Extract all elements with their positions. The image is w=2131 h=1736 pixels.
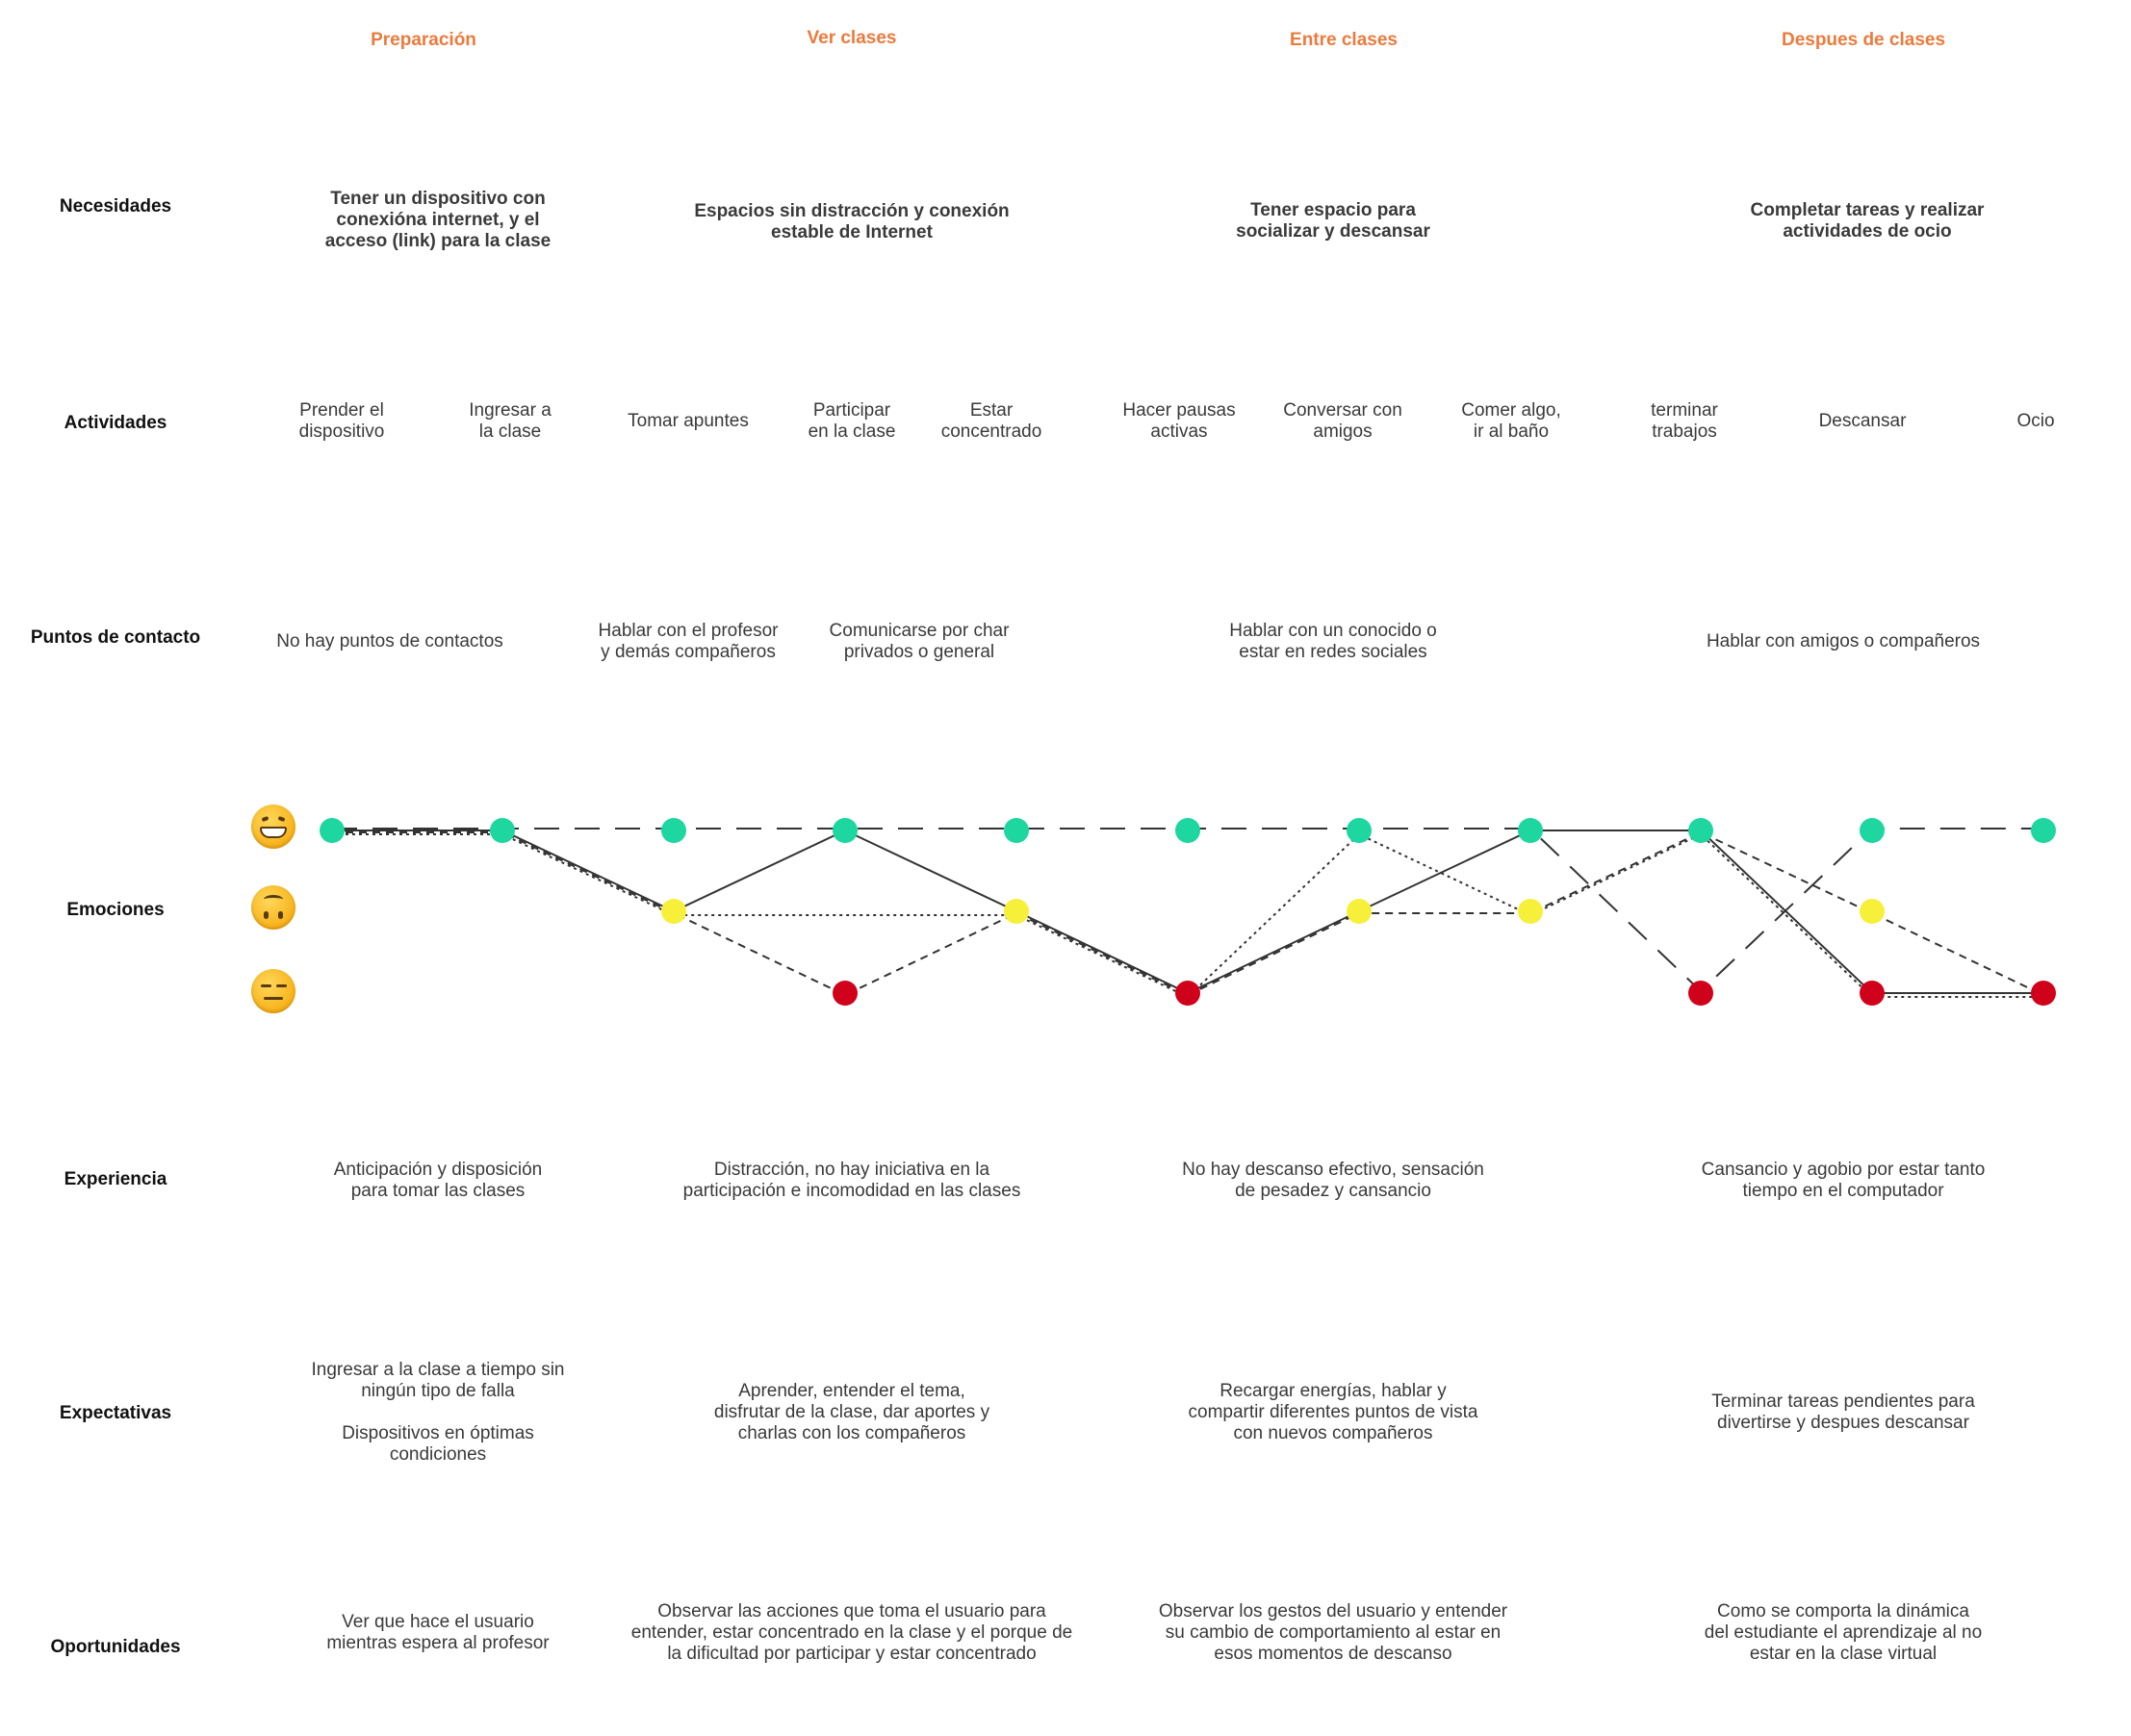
expectation-despues-clases: Terminar tareas pendientes para divertir… <box>1711 1391 1975 1433</box>
opportunity-ver-clases: Observar las acciones que toma el usuari… <box>630 1601 1073 1664</box>
phase-header-ver-clases: Ver clases <box>807 28 897 48</box>
activity-ocio: Ocio <box>2016 411 2055 431</box>
phase-header-despues-clases: Despues de clases <box>1781 30 1946 50</box>
emotion-point-happy <box>320 818 345 843</box>
emotion-point-happy <box>1860 818 1885 843</box>
row-label-emociones: Emociones <box>66 900 165 920</box>
row-label-puntos-de-contacto: Puntos de contacto <box>30 627 201 648</box>
activity-comer-algo: Comer algo, ir al baño <box>1461 400 1561 442</box>
activity-descansar: Descansar <box>1818 411 1907 431</box>
emotion-point-happy <box>490 818 515 843</box>
emotion-point-happy <box>1347 818 1372 843</box>
row-label-expectativas: Expectativas <box>59 1403 172 1423</box>
activity-tomar-apuntes: Tomar apuntes <box>628 411 749 431</box>
experience-ver-clases: Distracción, no hay iniciativa en la par… <box>682 1160 1021 1201</box>
touchpoint-participar: Comunicarse por char privados o general <box>829 621 1010 662</box>
emotion-line-dotted <box>332 832 2043 999</box>
experience-entre-clases: No hay descanso efectivo, sensación de p… <box>1182 1160 1484 1201</box>
emotion-point-sad <box>1688 981 1713 1006</box>
experience-despues-clases: Cansancio y agobio por estar tanto tiemp… <box>1701 1160 1986 1201</box>
activity-pausas-activas: Hacer pausas activas <box>1122 400 1236 442</box>
touchpoint-preparacion: No hay puntos de contactos <box>276 631 503 651</box>
touchpoint-tomar-apuntes: Hablar con el profesor y demás compañero… <box>598 621 779 662</box>
activity-conversar-amigos: Conversar con amigos <box>1283 400 1402 442</box>
activity-terminar-trabajos: terminar trabajos <box>1651 400 1718 442</box>
emotion-line-solid <box>332 829 2043 995</box>
emotion-point-neutral <box>661 899 686 924</box>
phase-header-preparacion: Preparación <box>371 30 476 50</box>
emotion-point-sad <box>833 981 858 1006</box>
touchpoint-despues-clases: Hablar con amigos o compañeros <box>1706 631 1981 651</box>
expectation-entre-clases: Recargar energías, hablar y compartir di… <box>1188 1381 1478 1443</box>
row-label-oportunidades: Oportunidades <box>50 1637 181 1657</box>
need-despues-clases: Completar tareas y realizar actividades … <box>1750 200 1985 242</box>
emotion-point-neutral <box>1347 899 1372 924</box>
touchpoint-entre-clases: Hablar con un conocido o estar en redes … <box>1229 621 1437 662</box>
row-label-necesidades: Necesidades <box>59 196 172 217</box>
emotion-point-happy <box>1688 818 1713 843</box>
activity-ingresar-clase: Ingresar a la clase <box>469 400 552 442</box>
experience-preparacion: Anticipación y disposición para tomar la… <box>333 1160 543 1201</box>
emotion-point-neutral <box>1004 899 1029 924</box>
need-preparacion: Tener un dispositivo con conexióna inter… <box>324 189 552 251</box>
expectation-preparacion: Ingresar a la clase a tiempo sin ningún … <box>311 1360 565 1465</box>
opportunity-preparacion: Ver que hace el usuario mientras espera … <box>326 1612 550 1653</box>
emotion-point-neutral <box>1518 899 1543 924</box>
activity-prender-dispositivo: Prender el dispositivo <box>298 400 385 442</box>
emotion-point-happy <box>1518 818 1543 843</box>
need-ver-clases: Espacios sin distracción y conexión esta… <box>694 201 1010 243</box>
emotion-point-happy <box>661 818 686 843</box>
emotion-point-neutral <box>1860 899 1885 924</box>
need-entre-clases: Tener espacio para socializar y descansa… <box>1236 200 1430 242</box>
grinning-face-icon <box>251 804 295 849</box>
emotion-point-happy <box>1175 818 1200 843</box>
row-label-actividades: Actividades <box>64 413 167 433</box>
emotion-point-happy <box>1004 818 1029 843</box>
opportunity-entre-clases: Observar los gestos del usuario y entend… <box>1158 1601 1508 1664</box>
upside-down-face-icon <box>251 885 295 930</box>
emotion-point-sad <box>1175 981 1200 1006</box>
phase-header-entre-clases: Entre clases <box>1290 30 1398 50</box>
activity-estar-concentrado: Estar concentrado <box>940 400 1042 442</box>
emotion-point-happy <box>2031 818 2056 843</box>
emotion-point-happy <box>833 818 858 843</box>
activity-participar-clase: Participar en la clase <box>808 400 896 442</box>
expressionless-face-icon <box>251 969 295 1013</box>
emotion-point-sad <box>2031 981 2056 1006</box>
row-label-experiencia: Experiencia <box>64 1169 167 1189</box>
emotion-line-longdash <box>332 828 2043 993</box>
opportunity-despues-clases: Como se comporta la dinámica del estudia… <box>1704 1601 1983 1664</box>
emotion-point-sad <box>1860 981 1885 1006</box>
expectation-ver-clases: Aprender, entender el tema, disfrutar de… <box>713 1381 990 1443</box>
emotion-line-dashed <box>332 830 2044 997</box>
